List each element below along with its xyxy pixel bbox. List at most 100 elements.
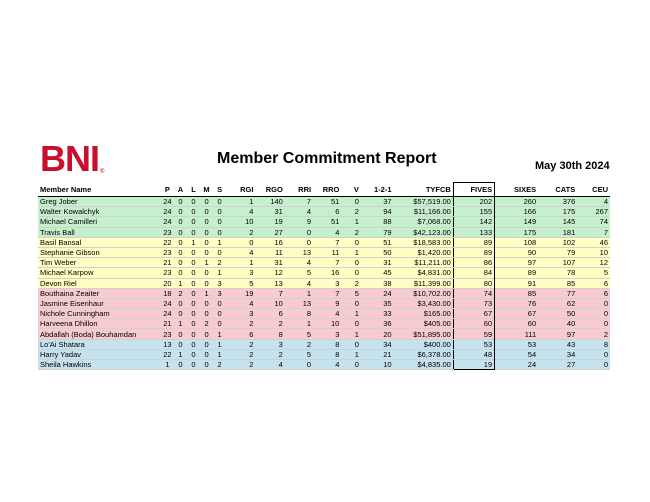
table-cell: 0 [186, 328, 201, 340]
table-cell: 84 [452, 267, 496, 279]
table-cell: 0 [186, 257, 201, 269]
table-cell: 5 [226, 278, 256, 289]
table-cell: 0 [577, 359, 610, 371]
table-cell: 149 [494, 216, 539, 228]
column-header: P [160, 182, 174, 197]
column-header: Member Name [38, 182, 161, 197]
table-cell: 4 [226, 298, 256, 310]
table-cell: 2 [226, 227, 256, 238]
table-cell: 88 [360, 216, 394, 228]
table-cell: 0 [200, 298, 214, 310]
column-header: CEU [577, 182, 610, 197]
table-cell: $6,378.00 [393, 349, 454, 361]
table-cell: 267 [577, 206, 610, 218]
report-title: Member Commitment Report [217, 150, 437, 167]
table-cell: $4,831.00 [393, 267, 454, 279]
table-cell: 4 [313, 227, 342, 238]
table-cell: 62 [538, 298, 578, 310]
table-cell: 2 [284, 339, 314, 350]
table-cell: 74 [577, 216, 610, 228]
table-cell: 2 [213, 359, 227, 371]
table-cell: 0 [200, 328, 214, 340]
table-cell: 12 [577, 257, 610, 269]
table-cell: 90 [494, 247, 539, 259]
table-cell: 24 [160, 216, 174, 228]
member-name-cell: Sheila Hawkins [38, 359, 161, 371]
member-name-cell: Bouthaina Zeaiter [38, 288, 161, 299]
table-cell: 0 [200, 206, 214, 218]
table-cell: $400.00 [393, 339, 454, 350]
table-cell: 4 [284, 257, 314, 269]
table-cell: 43 [538, 339, 578, 350]
table-cell: 4 [226, 206, 256, 218]
table-cell: 94 [360, 206, 394, 218]
table-cell: 0 [200, 359, 214, 371]
table-cell: 133 [452, 227, 496, 238]
table-cell: 175 [494, 227, 539, 238]
member-name-cell: Tim Weber [38, 257, 161, 269]
table-cell: 111 [494, 328, 539, 340]
table-cell: 13 [284, 298, 314, 310]
table-cell: 0 [200, 196, 214, 208]
table-cell: 19 [255, 216, 285, 228]
table-cell: $1,420.00 [393, 247, 454, 259]
column-header: V [341, 182, 361, 197]
table-cell: 89 [494, 267, 539, 279]
table-cell: 0 [173, 247, 187, 259]
table-cell: 1 [284, 318, 314, 330]
table-cell: 0 [200, 308, 214, 320]
table-cell: 34 [360, 339, 394, 350]
table-cell: 22 [160, 237, 174, 248]
table-cell: 34 [538, 349, 578, 361]
table-row: Michael Camilleri 24 0 0 0 0 10 19 9 51 1 88 $7,068.… [38, 216, 610, 228]
table-cell: 0 [200, 349, 214, 361]
table-cell: 5 [577, 267, 610, 279]
table-cell: 0 [173, 257, 187, 269]
table-cell: 0 [186, 318, 201, 330]
table-row: Sheila Hawkins 1 0 0 0 2 2 4 0 4 0 10 $4,835.00 19 24 2… [38, 359, 610, 371]
member-name-cell: Basil Bansal [38, 237, 161, 248]
table-cell: 0 [173, 227, 187, 238]
table-cell: 1 [341, 247, 361, 259]
table-cell: 0 [186, 349, 201, 361]
table-cell: 79 [360, 227, 394, 238]
table-cell: 27 [255, 227, 285, 238]
table-cell: 2 [200, 318, 214, 330]
table-cell: 86 [452, 257, 496, 269]
table-row: Basil Bansal 22 0 1 0 1 0 16 0 7 0 51 $18,583.00 89 10… [38, 237, 610, 248]
table-cell: 1 [341, 349, 361, 361]
table-cell: 2 [226, 339, 256, 350]
member-name-cell: Harry Yadav [38, 349, 161, 361]
table-cell: 3 [313, 328, 342, 340]
table-cell: 1 [186, 237, 201, 248]
table-cell: 8 [313, 349, 342, 361]
table-cell: 24 [160, 308, 174, 320]
table-cell: $11,399.00 [393, 278, 454, 289]
table-row: Abdallah (Boda) Bouhamdan 23 0 0 0 1 6 8 5 3 1 20 $5… [38, 328, 610, 340]
table-cell: 102 [538, 237, 578, 248]
table-cell: 51 [313, 196, 342, 208]
table-cell: 0 [173, 359, 187, 371]
table-cell: 13 [284, 247, 314, 259]
table-cell: 80 [452, 278, 496, 289]
table-cell: 202 [452, 196, 496, 208]
table-header-row: Member Name P A L M S RGI RGO RRI RRO V 1-2-1 TYFCB F… [38, 182, 610, 197]
table-cell: 51 [313, 216, 342, 228]
table-cell: 24 [160, 196, 174, 208]
table-cell: 89 [452, 247, 496, 259]
table-cell: $57,519.00 [393, 196, 454, 208]
table-cell: $18,583.00 [393, 237, 454, 248]
bni-logo: BNI ® [40, 141, 104, 177]
member-commitment-table: Member Name P A L M S RGI RGO RRI RRO V 1-2-1 TYFCB F… [38, 182, 610, 371]
table-cell: 54 [494, 349, 539, 361]
table-cell: 2 [255, 318, 285, 330]
table-cell: 0 [213, 227, 227, 238]
table-cell: 89 [452, 237, 496, 248]
table-cell: 1 [200, 257, 214, 269]
table-row: Travis Ball 23 0 0 0 0 2 27 0 4 2 79 $42,123.00 133 17… [38, 227, 610, 238]
table-cell: 46 [577, 237, 610, 248]
table-cell: 6 [255, 308, 285, 320]
table-row: Harry Yadav 22 1 0 0 1 2 2 5 8 1 21 $6,378.00 48 54 34 0 [38, 349, 610, 361]
table-cell: 1 [226, 196, 256, 208]
table-cell: 6 [226, 328, 256, 340]
